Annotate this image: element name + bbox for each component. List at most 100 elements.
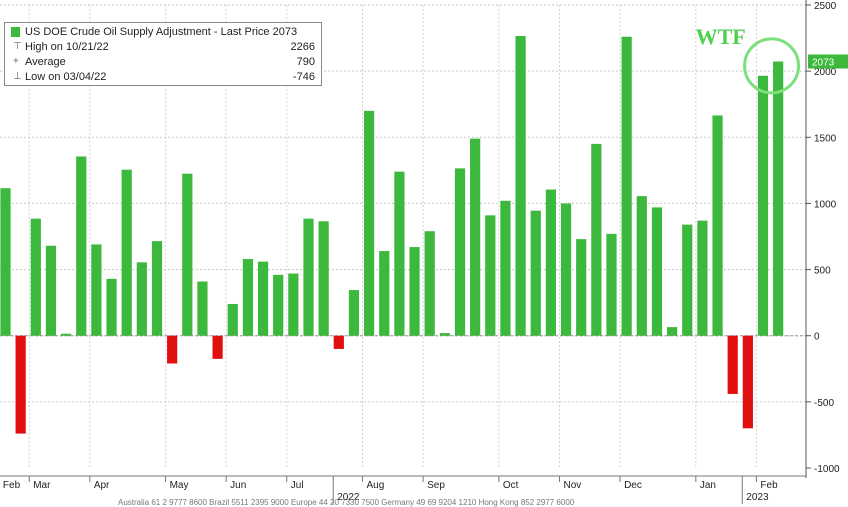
bar [318,221,329,336]
x-month-label: Jan [700,480,716,491]
bar [439,333,450,336]
x-month-label: Nov [563,480,581,491]
bar [242,258,253,336]
bar [197,281,208,336]
y-tick-label: 1500 [814,133,837,144]
bar [136,262,147,336]
highlight-circle [743,37,801,95]
bar [273,274,284,336]
y-tick-label: 2500 [814,1,837,12]
x-year-label: 2023 [746,492,769,503]
bar [727,335,738,394]
x-month-label: May [170,480,189,491]
bar [30,218,41,336]
bar [212,335,223,359]
x-year-label: 2022 [337,492,360,503]
bar [379,251,390,336]
bar [151,241,163,336]
y-tick-label: 500 [814,266,831,277]
average-marker-icon: + [13,56,19,67]
bar [424,231,435,336]
bar [348,290,360,336]
footer-contacts: Australia 61 2 9777 8600 Brazil 5511 239… [118,498,575,507]
high-marker-icon: ⊤ [13,41,22,52]
bar [106,278,117,336]
y-tick-label: 0 [814,332,820,343]
legend-high-row: ⊤ High on 10/21/22 2266 [5,40,315,54]
legend-average-label: Average [25,56,66,68]
x-month-label: Jun [230,480,246,491]
bar [636,196,647,336]
legend-low-label: Low on 03/04/22 [25,71,107,83]
bar [560,203,572,336]
legend-series-label: US DOE Crude Oil Supply Adjustment - Las… [25,26,298,38]
x-month-label: Jul [291,480,304,491]
bar [61,333,72,336]
bar [621,36,632,336]
legend-low-value: -746 [292,71,315,83]
legend: US DOE Crude Oil Supply Adjustment - Las… [4,22,322,86]
last-price-tag-label: 2073 [812,57,835,68]
annotations: 2073 WTF [696,24,848,95]
bar [697,220,708,336]
x-month-label: Feb [3,480,21,491]
y-tick-label: -500 [814,398,834,409]
bar [515,35,526,336]
bar [591,143,602,336]
x-month-label: Mar [33,480,51,491]
wtf-annotation: WTF [696,24,746,49]
bar [530,210,541,336]
bar [667,327,678,336]
x-month-label: Feb [760,480,778,491]
x-month-label: Apr [94,480,110,491]
bars [0,35,784,434]
bar [470,138,481,336]
bar [500,200,511,336]
low-marker-icon: ⊥ [13,71,22,82]
legend-low-row: ⊥ Low on 03/04/22 -746 [5,70,315,84]
bar [576,239,587,336]
x-month-label: Dec [624,480,642,491]
bar [742,335,753,429]
bar [485,215,496,336]
last-price-tag [808,54,848,69]
bar [773,61,784,336]
legend-swatch-green [11,27,20,37]
bar [651,207,663,336]
bar [409,247,420,336]
bar [712,115,723,336]
bar [91,244,102,336]
bar [333,335,344,349]
bar [257,261,269,336]
legend-high-value: 2266 [290,41,315,53]
bar [394,171,405,336]
bar [182,173,193,336]
bar [606,233,617,336]
bar [545,189,556,336]
bar [121,169,132,336]
bar [288,273,299,336]
y-tick-label: 2000 [814,67,837,78]
legend-average-row: + Average 790 [5,55,315,69]
y-tick-label: -1000 [814,464,840,475]
bar [303,218,314,336]
bar [15,335,26,434]
bar [45,245,57,336]
bar [76,156,87,336]
legend-series-row: US DOE Crude Oil Supply Adjustment - Las… [5,25,315,39]
bar [167,335,178,364]
bar [682,224,693,336]
legend-high-label: High on 10/21/22 [25,41,109,53]
y-tick-label: 1000 [814,199,837,210]
bar [0,188,11,336]
bar [454,168,466,336]
x-month-label: Sep [427,480,445,491]
bar [364,110,375,336]
legend-average-value: 790 [296,56,315,68]
x-month-label: Aug [367,480,385,491]
bar [757,75,769,336]
bar [227,303,238,336]
